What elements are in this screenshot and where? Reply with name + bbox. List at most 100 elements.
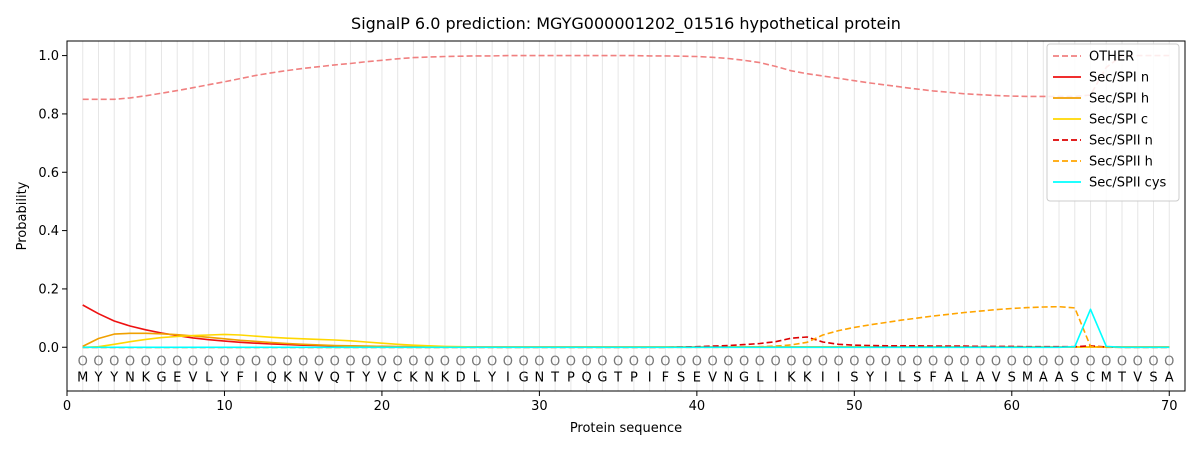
- y-tick-label: 1.0: [38, 49, 59, 64]
- legend-label: Sec/SPI n: [1089, 71, 1149, 86]
- region-marker: O: [377, 354, 387, 369]
- region-marker: O: [188, 354, 198, 369]
- region-marker: O: [975, 354, 985, 369]
- residue-label: N: [424, 370, 434, 385]
- legend-label: OTHER: [1089, 50, 1134, 65]
- region-marker: O: [692, 354, 702, 369]
- y-tick-label: 0.6: [38, 166, 59, 181]
- region-marker: O: [471, 354, 481, 369]
- residue-label: I: [254, 370, 258, 385]
- region-marker: O: [629, 354, 639, 369]
- region-marker: O: [550, 354, 560, 369]
- region-marker: O: [330, 354, 340, 369]
- region-marker: O: [456, 354, 466, 369]
- residue-label: M: [77, 370, 88, 385]
- region-marker: O: [282, 354, 292, 369]
- residue-label: L: [961, 370, 969, 385]
- residue-label: C: [1086, 370, 1095, 385]
- region-marker: O: [944, 354, 954, 369]
- residue-label: N: [298, 370, 308, 385]
- residue-label: I: [837, 370, 841, 385]
- region-marker: O: [723, 354, 733, 369]
- residue-label: A: [1055, 370, 1064, 385]
- residue-label: D: [456, 370, 466, 385]
- region-marker: O: [707, 354, 717, 369]
- residue-label: L: [205, 370, 213, 385]
- region-marker: O: [487, 354, 497, 369]
- x-tick-label: 0: [63, 399, 71, 414]
- residue-label: C: [393, 370, 402, 385]
- residue-label: I: [821, 370, 825, 385]
- residue-label: A: [1039, 370, 1048, 385]
- residue-label: V: [189, 370, 198, 385]
- residue-label: N: [723, 370, 733, 385]
- region-marker: O: [141, 354, 151, 369]
- x-tick-label: 60: [1004, 399, 1021, 414]
- region-marker: O: [1022, 354, 1032, 369]
- residue-label: Y: [109, 370, 118, 385]
- residue-label: Y: [219, 370, 228, 385]
- region-marker: O: [156, 354, 166, 369]
- residue-label: G: [156, 370, 166, 385]
- series-lines: [82, 54, 1170, 349]
- residue-label: I: [506, 370, 510, 385]
- region-marker: O: [125, 354, 135, 369]
- region-marker: O: [204, 354, 214, 369]
- residue-label: S: [1149, 370, 1157, 385]
- y-axis-label: Probability: [15, 181, 30, 250]
- residue-label: G: [739, 370, 749, 385]
- residue-label: K: [141, 370, 150, 385]
- legend-label: Sec/SPI c: [1089, 113, 1148, 128]
- region-marker: O: [172, 354, 182, 369]
- residue-label: I: [774, 370, 778, 385]
- y-tick-label: 0.8: [38, 107, 59, 122]
- y-axis-ticks: 0.0 0.2 0.4 0.6 0.8 1.0: [38, 49, 67, 356]
- residue-label: Q: [582, 370, 592, 385]
- x-tick-label: 40: [689, 399, 706, 414]
- residue-label: Y: [361, 370, 370, 385]
- region-marker: O: [503, 354, 513, 369]
- region-marker: O: [1164, 354, 1174, 369]
- region-marker: O: [78, 354, 88, 369]
- region-marker: O: [802, 354, 812, 369]
- residue-label: K: [283, 370, 292, 385]
- residue-label: F: [236, 370, 243, 385]
- y-tick-label: 0.2: [38, 282, 59, 297]
- residue-label: T: [613, 370, 622, 385]
- residue-label: T: [345, 370, 354, 385]
- residue-label: Y: [94, 370, 103, 385]
- residue-label: I: [884, 370, 888, 385]
- region-marker: O: [1054, 354, 1064, 369]
- region-marker: O: [928, 354, 938, 369]
- region-marker: O: [393, 354, 403, 369]
- residue-label: G: [519, 370, 529, 385]
- region-marker: O: [534, 354, 544, 369]
- region-marker: O: [833, 354, 843, 369]
- region-marker: O: [660, 354, 670, 369]
- residue-label: S: [850, 370, 858, 385]
- region-marker: O: [770, 354, 780, 369]
- region-marker: O: [1133, 354, 1143, 369]
- residue-label: N: [125, 370, 135, 385]
- x-tick-label: 10: [216, 399, 233, 414]
- series-line-0: [82, 54, 1170, 101]
- region-marker: O: [676, 354, 686, 369]
- region-marker: O: [267, 354, 277, 369]
- residue-label: K: [787, 370, 796, 385]
- region-marker: O: [912, 354, 922, 369]
- residue-label: Y: [487, 370, 496, 385]
- region-marker: O: [519, 354, 529, 369]
- region-marker: O: [408, 354, 418, 369]
- series-line-6: [82, 308, 1170, 349]
- residue-label: V: [1133, 370, 1142, 385]
- residue-label: A: [944, 370, 953, 385]
- region-marker: O: [1007, 354, 1017, 369]
- residue-label: M: [1022, 370, 1033, 385]
- y-tick-label: 0.4: [38, 224, 59, 239]
- residue-label: Q: [267, 370, 277, 385]
- residue-label: V: [377, 370, 386, 385]
- region-marker: O: [93, 354, 103, 369]
- x-tick-label: 70: [1161, 399, 1178, 414]
